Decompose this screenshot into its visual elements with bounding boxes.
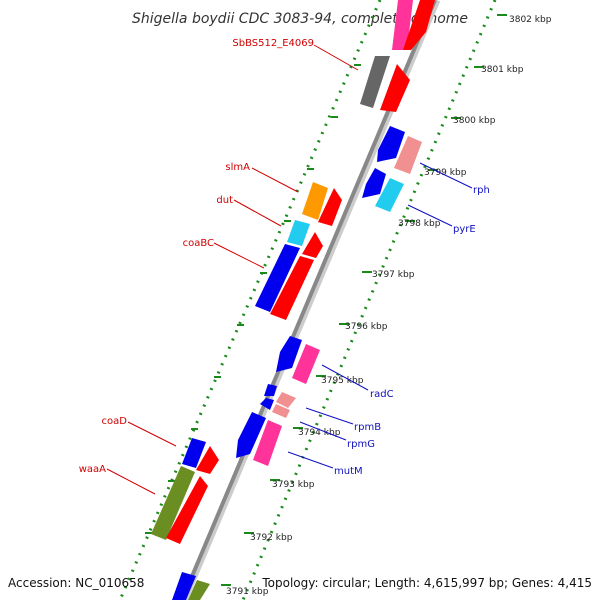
tick-label: 3791 kbp [226, 587, 269, 597]
map-title: Shigella boydii CDC 3083-94, complete ge… [132, 11, 468, 27]
leader-line [287, 451, 334, 469]
gene-arrow[interactable] [375, 178, 404, 212]
tick-label: 3792 kbp [250, 533, 293, 543]
gene-arrow[interactable] [302, 182, 328, 220]
leader-line [407, 204, 453, 227]
tick-label: 3800 kbp [453, 116, 496, 126]
gene-arrow[interactable] [287, 220, 310, 246]
tick-label: 3798 kbp [398, 219, 441, 229]
scale-ticks: 3802 kbp 3801 kbp 3800 kbp 3799 kbp 3798… [221, 14, 552, 597]
gene-label[interactable]: SbBS512_E4069 [232, 38, 314, 49]
gene-arrow[interactable] [255, 244, 300, 312]
gene-arrow[interactable] [276, 336, 302, 372]
gene-label[interactable]: radC [370, 389, 394, 400]
leader-line [106, 468, 156, 495]
inner-track-dashes [145, 64, 361, 534]
leader-line [233, 199, 282, 227]
gene-arrow[interactable] [292, 344, 320, 384]
gene-arrow[interactable] [151, 466, 195, 540]
gene-label[interactable]: dut [216, 195, 233, 206]
gene-label[interactable]: mutM [334, 466, 363, 477]
tick-label: 3793 kbp [272, 480, 315, 490]
gene-label[interactable]: rpmG [347, 439, 375, 450]
gene-arrow[interactable] [188, 580, 210, 600]
gene-arrow[interactable] [260, 398, 274, 410]
gene-arrow[interactable] [302, 232, 323, 258]
left-gene-labels: SbBS512_E4069 slmA dut coaBC coaD waaA [79, 38, 359, 495]
tick-label: 3797 kbp [372, 270, 415, 280]
accession-text: Accession: NC_010658 [8, 576, 144, 590]
gene-arrow[interactable] [166, 476, 208, 544]
leader-line [313, 44, 359, 71]
tick-label: 3799 kbp [424, 168, 467, 178]
gene-arrow[interactable] [377, 126, 405, 162]
tick-label: 3795 kbp [321, 376, 364, 386]
gene-label[interactable]: pyrE [453, 224, 476, 235]
gene-arrow[interactable] [403, 0, 435, 50]
gene-arrow[interactable] [270, 256, 314, 320]
leader-line [419, 162, 473, 189]
leader-line [251, 167, 299, 193]
plus-strand-genes [151, 0, 435, 600]
tick-label: 3801 kbp [481, 65, 524, 75]
gene-arrow[interactable] [318, 188, 342, 226]
outer-dotted-guide [241, 0, 497, 600]
gene-arrow[interactable] [380, 64, 410, 112]
gene-arrow[interactable] [236, 412, 266, 458]
gene-arrow[interactable] [253, 420, 282, 466]
gene-label[interactable]: waaA [79, 464, 106, 475]
gene-arrow[interactable] [172, 572, 196, 600]
gene-label[interactable]: slmA [225, 162, 250, 173]
inner-dotted-guide [118, 0, 382, 600]
gene-label[interactable]: coaD [102, 416, 128, 427]
leader-line [213, 242, 265, 269]
gene-label[interactable]: rpmB [354, 422, 381, 433]
genome-summary-text: Topology: circular; Length: 4,615,997 bp… [261, 576, 592, 590]
gene-label[interactable]: coaBC [183, 238, 214, 249]
minus-strand-genes [236, 126, 422, 466]
tick-label: 3794 kbp [298, 428, 341, 438]
gene-arrow[interactable] [276, 392, 296, 408]
leader-line [321, 364, 369, 391]
gene-arrow[interactable] [182, 438, 206, 468]
gene-arrow[interactable] [362, 168, 386, 198]
leader-line [127, 421, 177, 447]
tick-label: 3796 kbp [345, 322, 388, 332]
gene-arrow[interactable] [264, 384, 277, 396]
gene-arrow[interactable] [360, 56, 390, 108]
tick-label: 3802 kbp [509, 15, 552, 25]
leader-line [299, 421, 347, 441]
gene-arrow[interactable] [394, 136, 422, 174]
gene-arrow[interactable] [272, 404, 290, 418]
leader-line [305, 407, 354, 425]
gene-label[interactable]: rph [473, 185, 490, 196]
right-gene-labels: rph pyrE radC rpmB rpmG mutM [287, 162, 490, 477]
gene-arrow[interactable] [196, 446, 219, 474]
